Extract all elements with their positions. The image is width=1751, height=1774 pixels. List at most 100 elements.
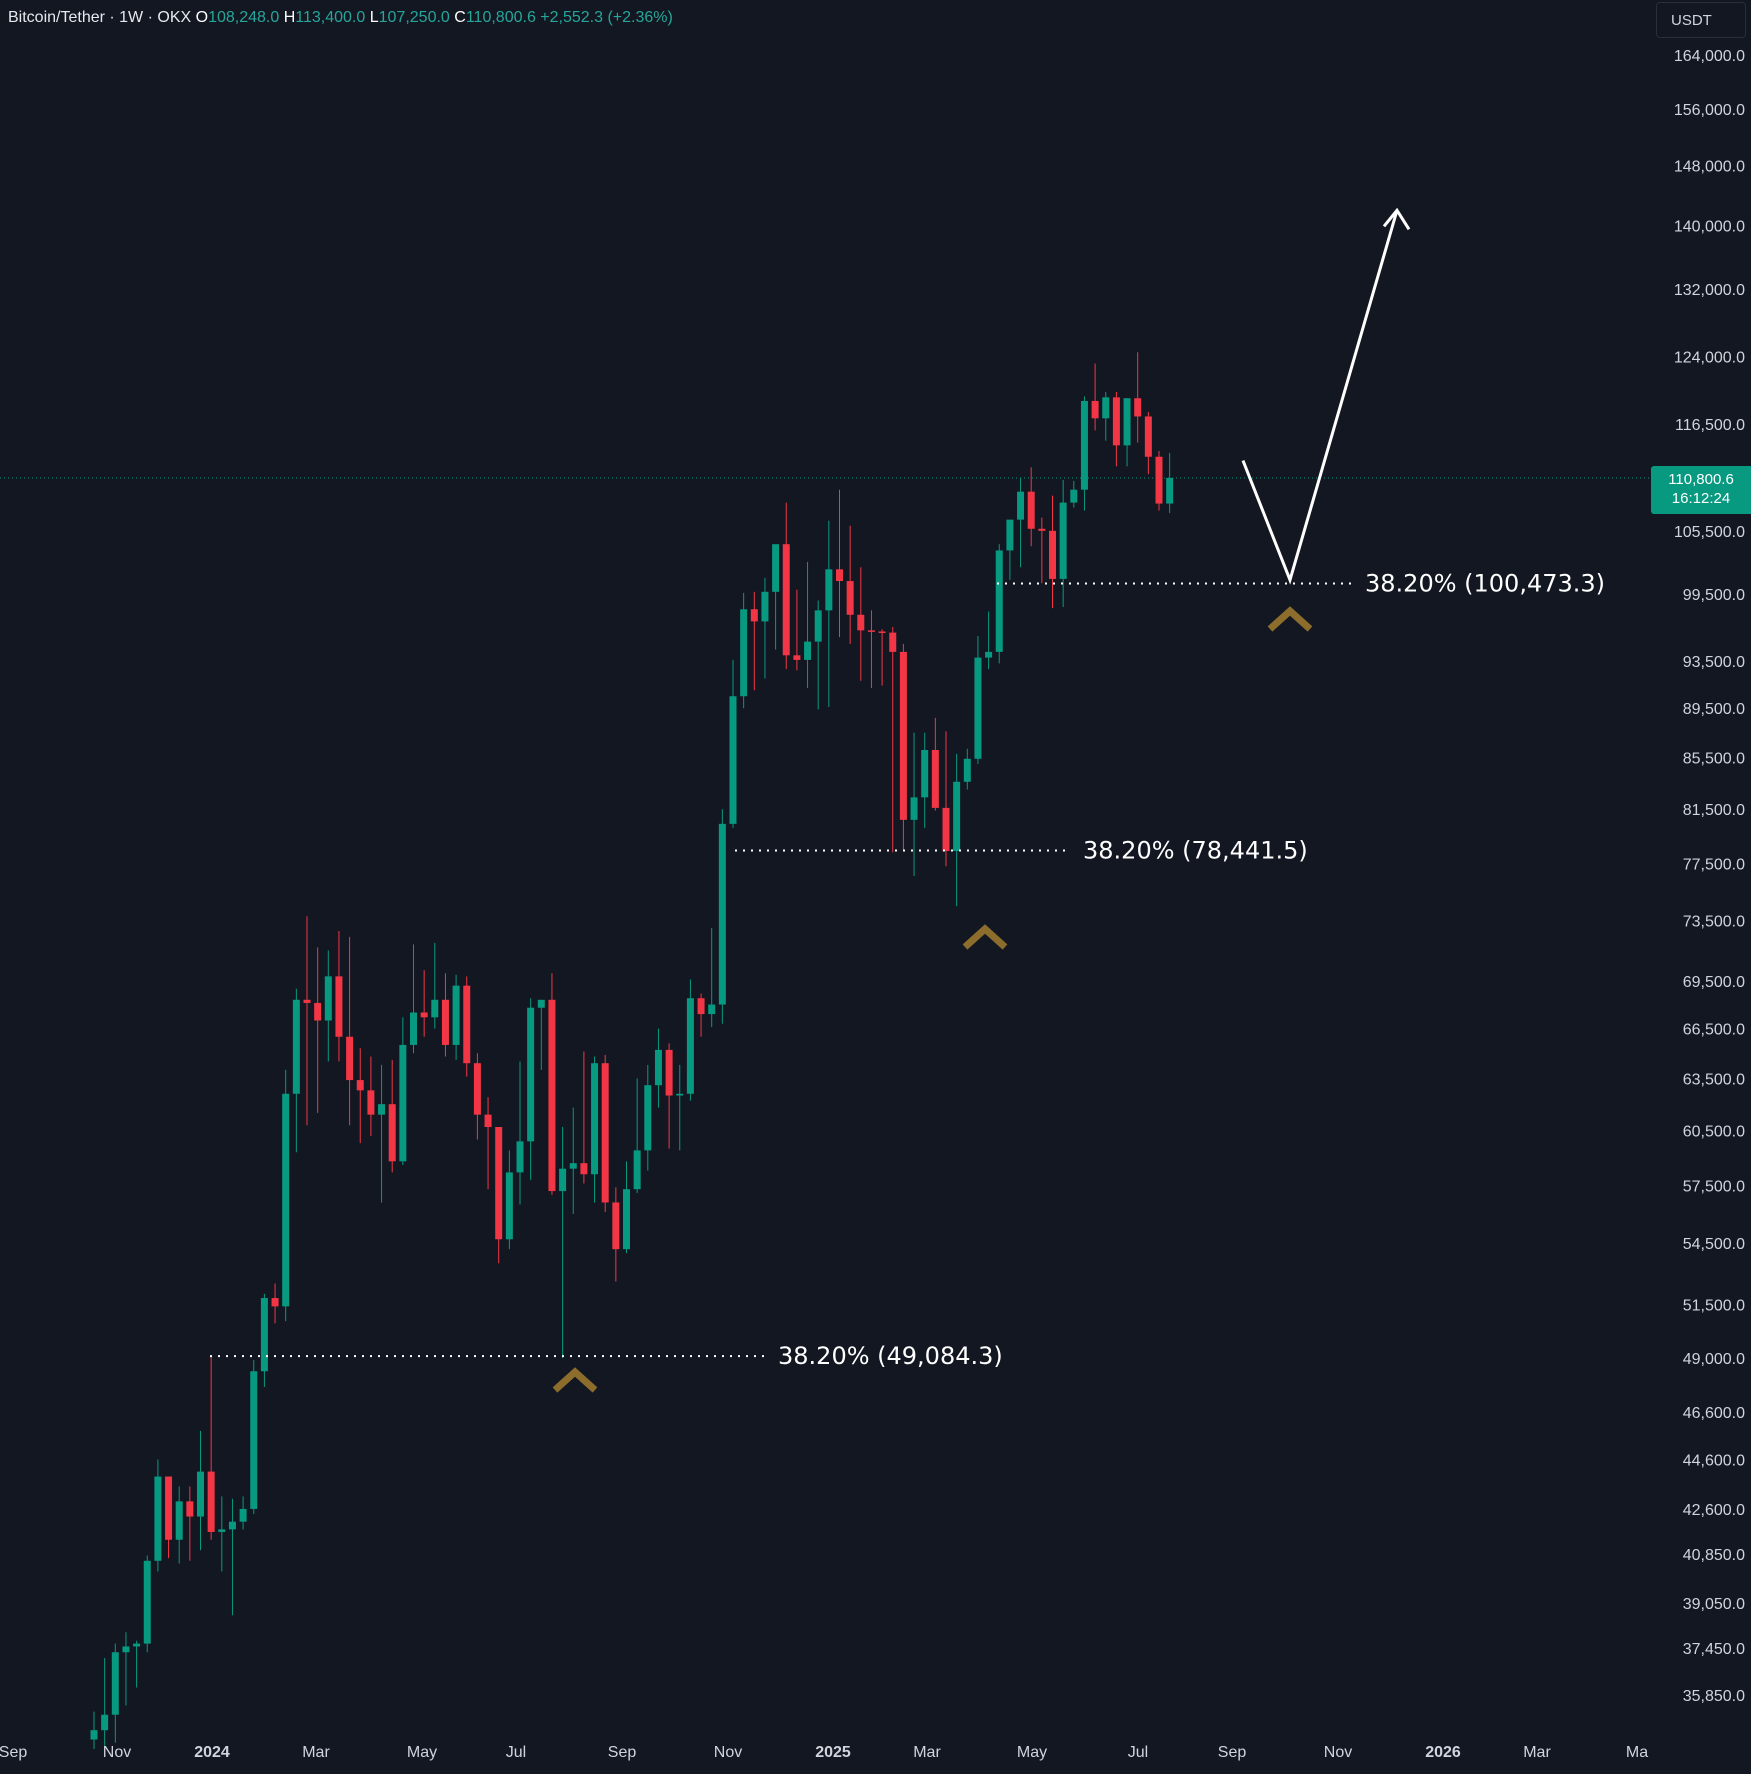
candle-body[interactable] <box>633 1150 641 1190</box>
candle-body[interactable] <box>995 550 1003 652</box>
candle-body[interactable] <box>846 581 854 615</box>
candle-body[interactable] <box>207 1471 215 1532</box>
candle-body[interactable] <box>782 544 790 656</box>
candle-body[interactable] <box>1091 400 1099 419</box>
candle-body[interactable] <box>367 1090 375 1115</box>
currency-selector[interactable]: USDT <box>1656 2 1746 38</box>
candle-body[interactable] <box>601 1063 609 1203</box>
candle-body[interactable] <box>804 641 812 660</box>
candle-body[interactable] <box>1112 397 1120 446</box>
candle-body[interactable] <box>431 999 439 1018</box>
candle-body[interactable] <box>122 1646 130 1653</box>
candle-body[interactable] <box>761 591 769 622</box>
candle-body[interactable] <box>1123 398 1131 446</box>
candle-body[interactable] <box>569 1163 577 1169</box>
candle-body[interactable] <box>974 657 982 759</box>
candle-body[interactable] <box>878 631 886 633</box>
candle-body[interactable] <box>282 1093 290 1307</box>
candle-body[interactable] <box>718 823 726 1005</box>
candle-body[interactable] <box>1102 397 1110 419</box>
candle-body[interactable] <box>314 1002 322 1021</box>
candle-body[interactable] <box>772 544 780 592</box>
candle-body[interactable] <box>1144 416 1152 457</box>
candle-body[interactable] <box>1006 519 1014 551</box>
candle-body[interactable] <box>90 1730 98 1740</box>
candle-body[interactable] <box>644 1085 652 1151</box>
candle-body[interactable] <box>686 998 694 1094</box>
candle-body[interactable] <box>133 1643 141 1647</box>
candle-body[interactable] <box>942 807 950 852</box>
candle-body[interactable] <box>420 1012 428 1018</box>
candle-body[interactable] <box>1134 398 1142 417</box>
candle-body[interactable] <box>612 1202 620 1250</box>
candle-body[interactable] <box>591 1063 599 1175</box>
candle-body[interactable] <box>484 1114 492 1128</box>
candle-body[interactable] <box>228 1521 236 1530</box>
candle-body[interactable] <box>580 1163 588 1175</box>
candle-body[interactable] <box>793 655 801 660</box>
candle-body[interactable] <box>931 749 939 808</box>
candle-body[interactable] <box>985 651 993 658</box>
candle-body[interactable] <box>921 749 929 798</box>
candle-body[interactable] <box>303 999 311 1003</box>
candle-body[interactable] <box>101 1714 109 1731</box>
candle-body[interactable] <box>175 1501 183 1540</box>
candle-body[interactable] <box>814 610 822 642</box>
candle-body[interactable] <box>654 1049 662 1086</box>
candle-body[interactable] <box>239 1508 247 1522</box>
candle-body[interactable] <box>740 609 748 697</box>
candle-body[interactable] <box>1166 477 1174 504</box>
candle-body[interactable] <box>889 632 897 652</box>
candle-body[interactable] <box>516 1141 524 1173</box>
candle-body[interactable] <box>111 1652 119 1715</box>
candle-body[interactable] <box>335 976 343 1037</box>
candle-body[interactable] <box>1059 502 1067 579</box>
candle-body[interactable] <box>218 1529 226 1532</box>
candle-body[interactable] <box>1070 489 1078 503</box>
candle-body[interactable] <box>1155 456 1163 504</box>
candle-body[interactable] <box>1080 400 1088 490</box>
candle-body[interactable] <box>899 651 907 820</box>
candle-body[interactable] <box>250 1371 258 1509</box>
candle-body[interactable] <box>825 569 833 611</box>
candle-body[interactable] <box>452 985 460 1045</box>
candle-body[interactable] <box>1038 528 1046 531</box>
candle-body[interactable] <box>623 1189 630 1250</box>
candle-body[interactable] <box>410 1012 417 1045</box>
candle-body[interactable] <box>346 1036 354 1081</box>
candle-body[interactable] <box>197 1471 204 1517</box>
candle-body[interactable] <box>356 1080 364 1091</box>
projection-path[interactable] <box>1241 209 1399 585</box>
candle-body[interactable] <box>537 999 545 1008</box>
candle-body[interactable] <box>836 569 843 582</box>
candle-body[interactable] <box>143 1560 151 1644</box>
candle-body[interactable] <box>910 797 918 820</box>
candle-body[interactable] <box>527 1007 535 1142</box>
candle-body[interactable] <box>473 1063 481 1115</box>
candle-body[interactable] <box>708 1004 716 1015</box>
candle-body[interactable] <box>750 609 758 622</box>
candle-body[interactable] <box>729 696 737 824</box>
candle-body[interactable] <box>559 1168 567 1192</box>
candle-body[interactable] <box>388 1104 396 1162</box>
candle-body[interactable] <box>548 999 556 1192</box>
candle-body[interactable] <box>665 1049 673 1096</box>
candle-body[interactable] <box>271 1298 279 1307</box>
candle-body[interactable] <box>953 781 961 852</box>
candle-body[interactable] <box>697 998 705 1015</box>
candle-body[interactable] <box>676 1093 684 1096</box>
candle-body[interactable] <box>260 1298 268 1372</box>
candle-body[interactable] <box>441 999 449 1045</box>
candle-body[interactable] <box>857 614 865 631</box>
candle-body[interactable] <box>1049 530 1056 579</box>
candle-body[interactable] <box>963 758 971 782</box>
candle-body[interactable] <box>505 1172 513 1240</box>
candle-body[interactable] <box>463 985 471 1064</box>
candle-body[interactable] <box>1017 491 1025 520</box>
candle-body[interactable] <box>1027 491 1035 529</box>
symbol-name[interactable]: Bitcoin/Tether · 1W · OKX <box>8 9 192 26</box>
candle-body[interactable] <box>186 1501 194 1517</box>
candle-body[interactable] <box>292 999 300 1094</box>
candle-body[interactable] <box>378 1104 386 1115</box>
